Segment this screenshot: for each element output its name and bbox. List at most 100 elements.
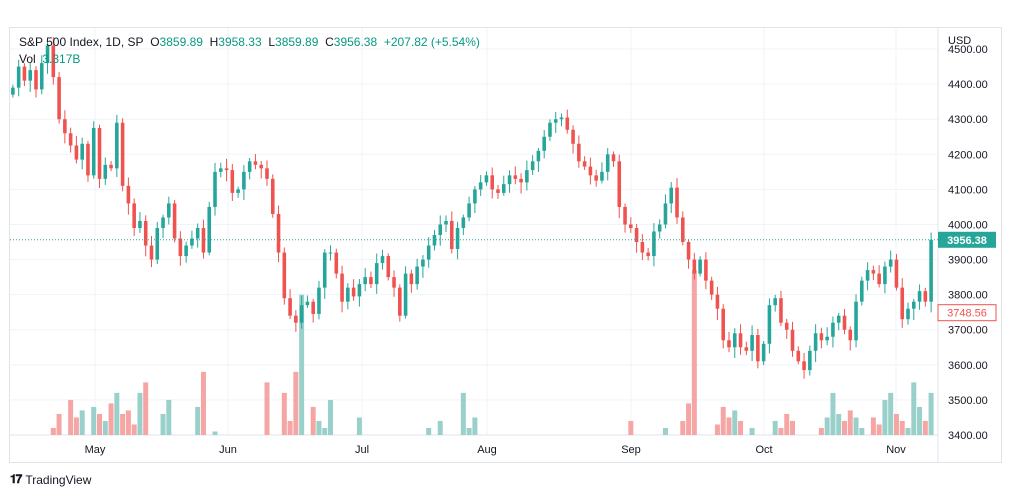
candle-body [74,145,79,160]
candle-body [201,227,206,253]
volume-bar [714,424,720,435]
candle-body [415,266,419,285]
volume-bar [73,417,79,435]
candle-body [507,175,512,185]
candle-body [646,252,650,257]
candle-body [680,217,685,243]
volume-bar [200,371,206,435]
candle-body [490,175,495,190]
candle-body [392,277,396,288]
candle-body [623,206,627,225]
candle-body [473,189,477,204]
volume-bar [836,413,842,435]
last-price-badge [938,231,996,248]
candle-body [374,263,379,285]
volume-bar [893,413,899,435]
candle-body [756,335,760,362]
volume-bar [686,403,692,435]
candle-body [172,203,177,239]
candle-body [519,178,523,183]
close-label: C [325,35,334,49]
tradingview-footer[interactable]: 𝟏𝟕 TradingView [10,472,91,487]
volume-bar [905,427,911,435]
candle-body [317,287,321,314]
candle-body [149,245,154,260]
volume-bar [830,392,836,435]
volume-bar [97,413,102,435]
candle-body [138,220,142,228]
volume-bar [322,427,328,435]
y-tick-label: 3900.00 [948,255,988,267]
candle-body [207,206,212,253]
candle-body [900,287,905,320]
candle-body [247,161,252,172]
candle-body [63,119,67,134]
candle-body [334,252,339,274]
candle-body [773,298,777,306]
candle-body [178,238,183,257]
candle-body [242,171,246,190]
candle-body [715,294,720,309]
candle-body [478,182,483,190]
candle-body [761,343,766,362]
candle-body [438,224,443,236]
candlestick-chart[interactable]: 4500.00 4400.00 4300.00 4200.00 4100.00 4000.… [0,0,1012,470]
candle-body [588,166,593,176]
volume-bar [784,413,790,435]
volume-bar [772,420,778,435]
candle-body [577,143,581,162]
y-tick-label: 3800.00 [948,290,988,302]
candle-body [883,266,887,285]
volume-bar [738,420,744,435]
candle-body [28,70,33,81]
candle-body [444,220,448,225]
candle-body [923,291,928,302]
candle-body [103,164,108,179]
volume-bar [299,294,305,435]
candle-body [195,227,200,239]
volume-bar [143,382,149,435]
volume-bar [102,420,108,435]
x-tick-label: Nov [886,444,906,456]
candle-body [184,245,188,257]
prev-price-badge [937,304,997,322]
candle-body [663,203,668,225]
candle-body [282,252,287,299]
low-label: L [268,35,276,49]
candle-body [236,189,240,193]
volume-bar [922,420,928,435]
candle-body [403,273,408,316]
volume-bar [50,427,56,435]
candle-body [513,175,518,179]
candle-body [675,187,679,218]
candle-body [836,315,841,323]
candle-body [22,66,27,81]
candle-body [802,361,806,371]
candle-body [97,127,102,179]
candle-body [132,203,136,228]
volume-bar [212,431,218,435]
candle-body [565,117,570,130]
candle-body [744,347,749,351]
candle-body [605,154,610,172]
volume-bar [870,417,876,435]
candle-body [888,259,893,267]
y-tick-label: 3700.00 [948,325,988,337]
high-value: 3958.33 [218,35,262,49]
candle-body [363,277,367,285]
volume-bar [131,424,137,435]
currency-label: USD [948,35,971,47]
volume-bar [662,427,668,435]
x-tick-label: Aug [477,444,497,456]
candle-body [542,136,546,151]
candle-body [865,270,870,281]
y-tick-label: 4300.00 [948,114,988,126]
tradingview-logo-icon: 𝟏𝟕 [10,472,22,486]
y-tick-label: 3600.00 [948,360,988,372]
candle-body [426,245,431,260]
volume-bar [917,406,923,435]
candle-body [750,335,754,351]
candle-body [322,252,327,288]
volume-bar [842,420,847,435]
candle-body [784,322,789,330]
